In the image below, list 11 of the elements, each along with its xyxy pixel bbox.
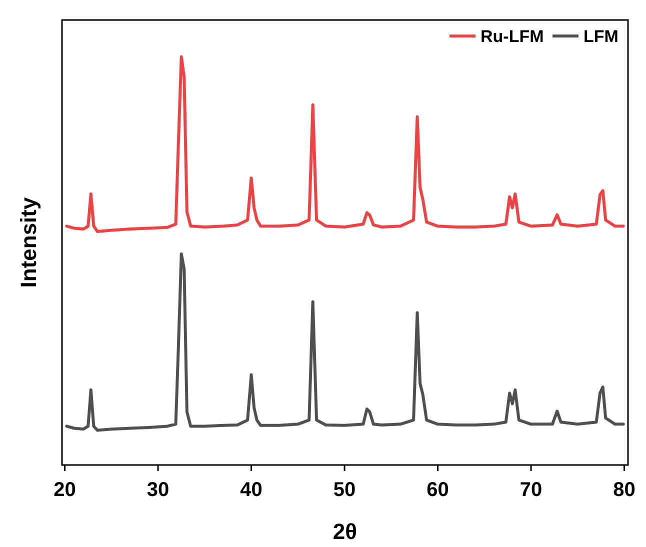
y-axis-title: Intensity	[16, 196, 41, 288]
legend-label: Ru-LFM	[480, 27, 544, 46]
x-tick-label: 80	[613, 479, 636, 501]
x-tick-label: 60	[426, 479, 449, 501]
x-axis-title: 2θ	[332, 519, 358, 544]
legend-label: LFM	[584, 27, 618, 46]
x-tick-label: 70	[520, 479, 542, 501]
x-tick-label: 40	[240, 479, 262, 501]
x-tick-label: 20	[54, 479, 76, 501]
x-tick-label: 50	[333, 479, 356, 501]
x-tick-label: 30	[146, 479, 170, 501]
